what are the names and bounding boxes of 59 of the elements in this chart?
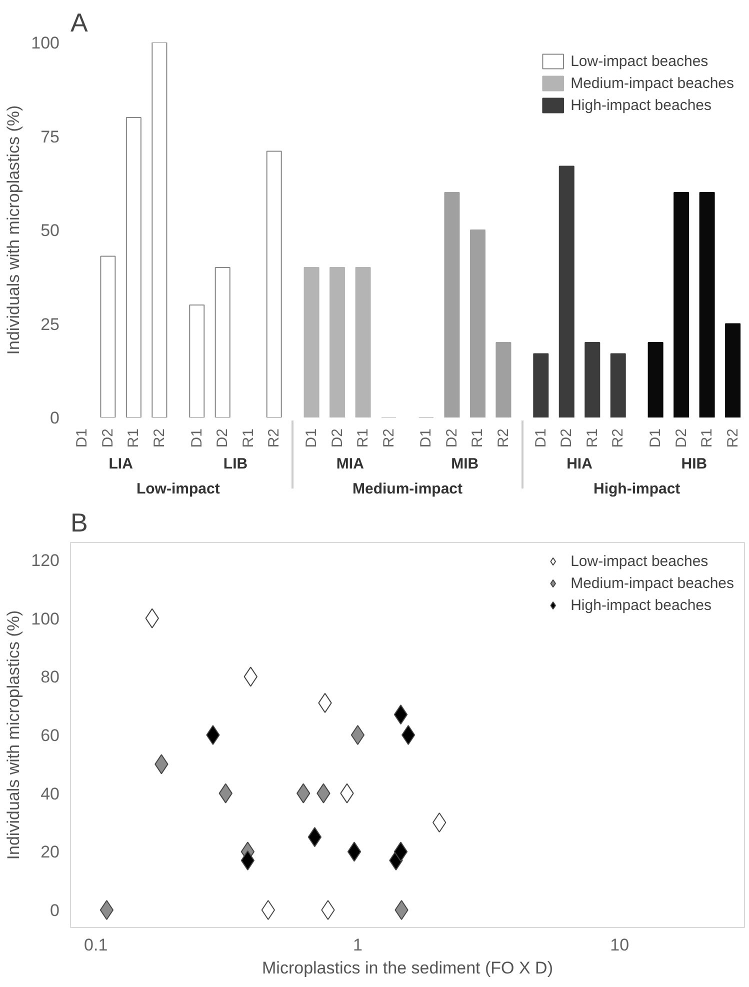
legend-label: Medium-impact beaches — [570, 74, 734, 92]
x-tick-label: 0.1 — [84, 936, 108, 954]
x-tick-label: D2 — [328, 428, 346, 448]
text: Medium-impact — [352, 480, 463, 498]
x-tick-label: D2 — [672, 428, 690, 448]
x-tick-label: D1 — [74, 428, 91, 448]
x-tick-label: D1 — [188, 428, 206, 448]
x-tick-label: R2 — [150, 428, 168, 448]
legend-label: Low-impact beaches — [570, 552, 708, 570]
x-tick-label: R1 — [125, 428, 142, 448]
x-tick-label: D2 — [443, 428, 460, 448]
y-tick-label: 75 — [40, 127, 60, 146]
x-tick-label: D1 — [647, 428, 664, 448]
y-tick-label: 25 — [40, 314, 60, 334]
x-tick-label: R1 — [469, 428, 486, 448]
x-tick-label: R2 — [494, 428, 512, 448]
y-axis-title: Individuals with microplastics (%) — [4, 105, 24, 355]
y-tick-label: 0 — [50, 408, 60, 428]
text: HIB — [681, 456, 708, 473]
text: MIB — [451, 456, 479, 473]
y-tick-label: 0 — [50, 901, 60, 920]
x-tick-label: R2 — [266, 428, 283, 448]
y-tick-label: 120 — [31, 551, 60, 570]
text: High-impact — [594, 480, 680, 498]
x-tick-label: R2 — [610, 428, 627, 448]
y-tick-label: 50 — [40, 221, 60, 240]
legend-label: Low-impact beaches — [570, 52, 708, 70]
x-tick-label: R1 — [584, 428, 601, 448]
x-tick-label: R1 — [698, 428, 716, 448]
x-tick-label: 1 — [352, 936, 362, 954]
legend-label: Medium-impact beaches — [570, 574, 734, 592]
x-tick-label: D2 — [99, 428, 116, 448]
y-tick-label: 100 — [31, 34, 60, 52]
legend-label: High-impact beaches — [570, 596, 712, 614]
x-tick-label: R1 — [354, 428, 372, 448]
text: MIA — [336, 456, 364, 473]
y-tick-label: 80 — [40, 668, 60, 687]
x-tick-label: D1 — [532, 428, 550, 448]
text: HIA — [566, 456, 593, 473]
x-tick-label: 10 — [610, 936, 630, 954]
x-tick-label: R2 — [724, 428, 742, 448]
x-tick-label: R2 — [380, 428, 398, 448]
chart-title: B — [70, 508, 88, 538]
text: LIA — [108, 456, 134, 473]
x-tick-label: D2 — [558, 428, 576, 448]
text: LIB — [223, 456, 248, 473]
x-tick-label: D1 — [418, 428, 435, 448]
y-tick-label: 40 — [40, 784, 60, 804]
y-tick-label: 20 — [40, 842, 60, 862]
y-tick-label: 60 — [40, 726, 60, 745]
x-tick-label: R1 — [240, 428, 257, 448]
x-tick-label: D1 — [303, 428, 320, 448]
x-axis-title: Microplastics in the sediment (FO X D) — [262, 958, 553, 978]
legend-label: High-impact beaches — [570, 96, 712, 114]
y-axis-title: Individuals with microplastics (%) — [4, 610, 24, 860]
chart-title: A — [70, 8, 88, 38]
text: Low-impact — [136, 480, 220, 498]
x-tick-label: D2 — [214, 428, 232, 448]
y-tick-label: 100 — [31, 609, 60, 628]
